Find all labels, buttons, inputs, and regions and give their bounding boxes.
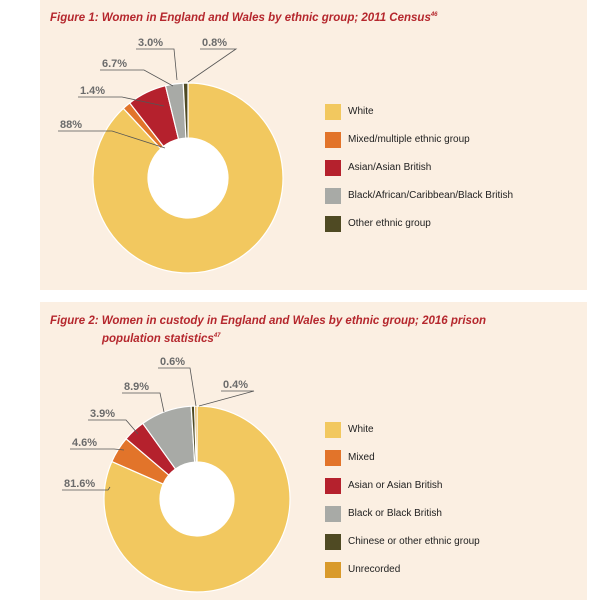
figure-1-legend-label: Asian/Asian British bbox=[348, 162, 432, 173]
figure-2-legend-label: Mixed bbox=[348, 452, 375, 463]
figure-1-leader-line bbox=[78, 96, 165, 107]
figure-1-legend-swatch bbox=[325, 132, 341, 148]
figure-1-legend-swatch bbox=[325, 160, 341, 176]
figure-1-leader-line bbox=[100, 69, 174, 87]
figure-1-legend-label: White bbox=[348, 106, 374, 117]
figure-2-leader-line bbox=[88, 419, 139, 435]
figure-2-donut-chart: 81.6% 4.6% 3.9% 8.9% 0.6% 0.4% bbox=[62, 356, 291, 593]
figure-2-legend-swatch bbox=[325, 450, 341, 466]
figure-1-leader-line bbox=[58, 130, 166, 149]
figure-1-donut-chart: 88% 1.4% 6.7% 3.0% 0.8% bbox=[58, 37, 284, 274]
figure-2-panel: Figure 2: Women in custody in England an… bbox=[40, 302, 587, 600]
figure-1-data-label: 1.4% bbox=[80, 85, 105, 97]
figure-1-panel: Figure 1: Women in England and Wales by … bbox=[40, 0, 587, 290]
figure-2-data-label: 3.9% bbox=[90, 408, 115, 420]
figure-1-data-label: 6.7% bbox=[102, 58, 127, 70]
figure-2-data-label: 8.9% bbox=[124, 381, 149, 393]
figure-1-data-label: 0.8% bbox=[202, 37, 227, 49]
figure-2-legend-swatch bbox=[325, 506, 341, 522]
figure-1-legend-label: Black/African/Caribbean/Black British bbox=[348, 190, 514, 201]
figure-2-legend-label: Unrecorded bbox=[348, 564, 401, 575]
figure-1-data-label: 3.0% bbox=[138, 37, 163, 49]
figure-2-legend-swatch bbox=[325, 534, 341, 550]
figure-2-data-label: 81.6% bbox=[64, 478, 95, 490]
figure-2-donut-hole bbox=[160, 462, 234, 536]
figure-2-legend-swatch bbox=[325, 478, 341, 494]
figure-2-legend-swatch bbox=[325, 422, 341, 438]
figure-2-legend-label: White bbox=[348, 424, 374, 435]
figure-2-legend-label: Asian or Asian British bbox=[348, 480, 443, 491]
figure-1-leader-line bbox=[136, 48, 178, 81]
figure-1-data-label: 88% bbox=[60, 119, 82, 131]
figure-2-data-label: 0.4% bbox=[223, 379, 248, 391]
figure-2-leader-line bbox=[198, 390, 255, 407]
figure-1-donut-hole bbox=[148, 138, 228, 218]
figure-1-legend-swatch bbox=[325, 188, 341, 204]
figure-1-legend-label: Other ethnic group bbox=[348, 218, 431, 229]
figure-2-data-label: 0.6% bbox=[160, 356, 185, 368]
figure-2-leader-line bbox=[158, 367, 197, 407]
figure-1-title: Figure 1: Women in England and Wales by … bbox=[50, 11, 438, 24]
figure-2-leader-line bbox=[62, 486, 111, 491]
figure-2-leader-line bbox=[70, 448, 125, 451]
figure-2-title: Figure 2: Women in custody in England an… bbox=[50, 315, 486, 345]
figure-1-leader-line bbox=[187, 48, 238, 83]
figure-2-legend-swatch bbox=[325, 562, 341, 578]
figure-1-legend-label: Mixed/multiple ethnic group bbox=[348, 134, 470, 145]
figure-2-legend-label: Black or Black British bbox=[348, 508, 442, 519]
figure-1-legend-swatch bbox=[325, 104, 341, 120]
figure-2-leader-line bbox=[122, 392, 165, 413]
figure-2-legend-label: Chinese or other ethnic group bbox=[348, 536, 480, 547]
figure-1-legend-swatch bbox=[325, 216, 341, 232]
figure-2-data-label: 4.6% bbox=[72, 437, 97, 449]
